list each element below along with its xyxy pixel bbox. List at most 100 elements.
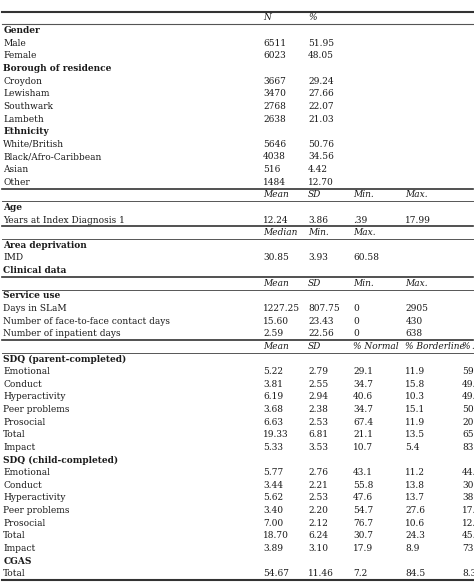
Text: 8.9: 8.9 <box>405 544 419 553</box>
Text: 23.43: 23.43 <box>308 317 334 326</box>
Text: 11.2: 11.2 <box>405 468 425 477</box>
Text: Asian: Asian <box>3 165 28 174</box>
Text: 48.05: 48.05 <box>308 51 334 61</box>
Text: 29.24: 29.24 <box>308 76 334 86</box>
Text: 50.2: 50.2 <box>462 405 474 414</box>
Text: 6.63: 6.63 <box>263 417 283 427</box>
Text: .39: .39 <box>353 216 367 224</box>
Text: Prosocial: Prosocial <box>3 519 46 528</box>
Text: Conduct: Conduct <box>3 481 42 490</box>
Text: Peer problems: Peer problems <box>3 405 70 414</box>
Text: Mean: Mean <box>263 279 289 288</box>
Text: 2.59: 2.59 <box>263 329 283 338</box>
Text: 0: 0 <box>353 317 359 326</box>
Text: 49.5: 49.5 <box>462 380 474 389</box>
Text: 13.5: 13.5 <box>405 430 425 440</box>
Text: 54.7: 54.7 <box>353 506 374 515</box>
Text: 2.21: 2.21 <box>308 481 328 490</box>
Text: 5.22: 5.22 <box>263 367 283 376</box>
Text: Years at Index Diagnosis 1: Years at Index Diagnosis 1 <box>3 216 125 224</box>
Text: 2.53: 2.53 <box>308 417 328 427</box>
Text: 65.4: 65.4 <box>462 430 474 440</box>
Text: 13.8: 13.8 <box>405 481 425 490</box>
Text: 3470: 3470 <box>263 89 286 99</box>
Text: Median: Median <box>263 228 298 237</box>
Text: Max.: Max. <box>405 190 428 199</box>
Text: 10.6: 10.6 <box>405 519 425 528</box>
Text: Min.: Min. <box>308 228 329 237</box>
Text: SD: SD <box>308 342 321 351</box>
Text: Number of face-to-face contact days: Number of face-to-face contact days <box>3 317 170 326</box>
Text: 11.9: 11.9 <box>405 367 425 376</box>
Text: % Normal: % Normal <box>353 342 399 351</box>
Text: White/British: White/British <box>3 140 64 149</box>
Text: 2.38: 2.38 <box>308 405 328 414</box>
Text: 5.62: 5.62 <box>263 493 283 503</box>
Text: 24.3: 24.3 <box>405 531 425 540</box>
Text: 3667: 3667 <box>263 76 286 86</box>
Text: 34.7: 34.7 <box>353 405 373 414</box>
Text: 516: 516 <box>263 165 281 174</box>
Text: Southwark: Southwark <box>3 102 53 111</box>
Text: 6.24: 6.24 <box>308 531 328 540</box>
Text: Service use: Service use <box>3 292 61 300</box>
Text: Peer problems: Peer problems <box>3 506 70 515</box>
Text: 6.19: 6.19 <box>263 392 283 402</box>
Text: Other: Other <box>3 178 30 187</box>
Text: Hyperactivity: Hyperactivity <box>3 493 66 503</box>
Text: 0: 0 <box>353 329 359 338</box>
Text: Male: Male <box>3 38 26 48</box>
Text: 34.7: 34.7 <box>353 380 373 389</box>
Text: Impact: Impact <box>3 443 36 452</box>
Text: Total: Total <box>3 430 26 440</box>
Text: 19.33: 19.33 <box>263 430 289 440</box>
Text: 10.7: 10.7 <box>353 443 373 452</box>
Text: 43.1: 43.1 <box>353 468 373 477</box>
Text: Croydon: Croydon <box>3 76 42 86</box>
Text: 2.94: 2.94 <box>308 392 328 402</box>
Text: 6511: 6511 <box>263 38 286 48</box>
Text: 5.33: 5.33 <box>263 443 283 452</box>
Text: Min.: Min. <box>353 279 374 288</box>
Text: 3.93: 3.93 <box>308 254 328 262</box>
Text: 17.9: 17.9 <box>353 544 373 553</box>
Text: 30.85: 30.85 <box>263 254 289 262</box>
Text: 2.12: 2.12 <box>308 519 328 528</box>
Text: 3.44: 3.44 <box>263 481 283 490</box>
Text: Gender: Gender <box>3 26 40 35</box>
Text: Area deprivation: Area deprivation <box>3 241 87 250</box>
Text: Clinical data: Clinical data <box>3 266 67 275</box>
Text: SD: SD <box>308 279 321 288</box>
Text: 54.67: 54.67 <box>263 569 289 578</box>
Text: %: % <box>308 13 317 23</box>
Text: 27.66: 27.66 <box>308 89 334 99</box>
Text: 60.58: 60.58 <box>353 254 379 262</box>
Text: % Abnormal: % Abnormal <box>462 342 474 351</box>
Text: 15.1: 15.1 <box>405 405 426 414</box>
Text: 83.8: 83.8 <box>462 443 474 452</box>
Text: 11.46: 11.46 <box>308 569 334 578</box>
Text: 2768: 2768 <box>263 102 286 111</box>
Text: 7.00: 7.00 <box>263 519 283 528</box>
Text: 45.0: 45.0 <box>462 531 474 540</box>
Text: Lambeth: Lambeth <box>3 114 44 124</box>
Text: 30.7: 30.7 <box>353 531 373 540</box>
Text: 55.8: 55.8 <box>353 481 374 490</box>
Text: 59.0: 59.0 <box>462 367 474 376</box>
Text: 40.6: 40.6 <box>353 392 373 402</box>
Text: 10.3: 10.3 <box>405 392 425 402</box>
Text: SDQ (parent-completed): SDQ (parent-completed) <box>3 354 127 364</box>
Text: 5.77: 5.77 <box>263 468 283 477</box>
Text: 3.81: 3.81 <box>263 380 283 389</box>
Text: 38.7: 38.7 <box>462 493 474 503</box>
Text: 1227.25: 1227.25 <box>263 304 300 313</box>
Text: Max.: Max. <box>405 279 428 288</box>
Text: 51.95: 51.95 <box>308 38 334 48</box>
Text: Hyperactivity: Hyperactivity <box>3 392 66 402</box>
Text: 12.24: 12.24 <box>263 216 289 224</box>
Text: N: N <box>263 13 271 23</box>
Text: SD: SD <box>308 190 321 199</box>
Text: 27.6: 27.6 <box>405 506 425 515</box>
Text: 2.53: 2.53 <box>308 493 328 503</box>
Text: SDQ (child-completed): SDQ (child-completed) <box>3 455 118 465</box>
